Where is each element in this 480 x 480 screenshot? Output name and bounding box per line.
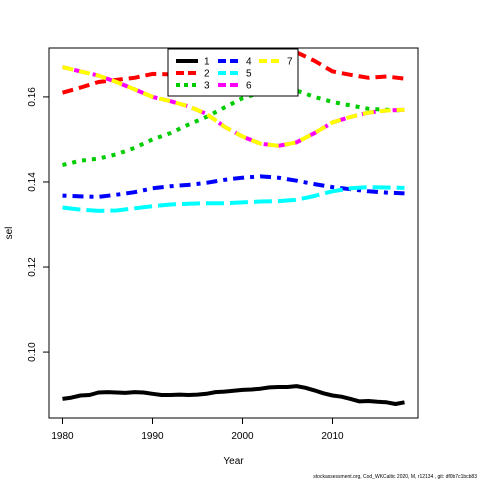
legend: 123 456 7 (167, 48, 299, 97)
y-tick-label-1: 0.12 (27, 257, 38, 277)
series-line-3 (62, 86, 405, 167)
legend-label-4: 4 (246, 57, 252, 68)
legend-label-7: 7 (287, 57, 293, 68)
x-tick-label-2000: 2000 (231, 431, 254, 442)
series-line-4 (62, 174, 405, 199)
x-tick-label-1990: 1990 (141, 431, 164, 442)
legend-label-3: 3 (204, 81, 210, 92)
y-tick-label-3: 0.16 (27, 87, 38, 107)
x-tick-label-1980: 1980 (51, 431, 74, 442)
y-tick-label-0: 0.10 (27, 342, 38, 362)
legend-label-5: 5 (246, 69, 252, 80)
legend-label-6: 6 (246, 81, 252, 92)
series-line-1 (62, 384, 405, 406)
legend-label-1: 1 (204, 57, 210, 68)
series-line-5 (62, 185, 405, 213)
y-tick-label-2: 0.14 (27, 172, 38, 192)
legend-label-2: 2 (204, 69, 210, 80)
y-axis: 0.10 0.12 0.14 0.16 (27, 87, 49, 362)
x-axis: 1980 1990 2000 2010 (51, 418, 344, 442)
x-axis-label: Year (223, 456, 244, 467)
y-axis-label: sel (4, 227, 15, 240)
x-tick-label-2010: 2010 (321, 431, 344, 442)
series-line-7 (62, 65, 405, 148)
plot-frame (48, 47, 419, 419)
footer-text: stockassessment.org, Cod_WKCaltic 2020, … (313, 474, 477, 480)
